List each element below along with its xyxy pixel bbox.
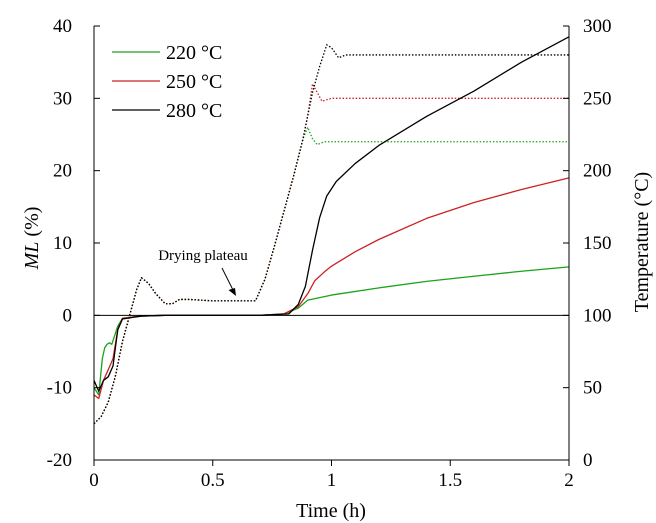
- y-left-tick-label: 10: [53, 233, 72, 254]
- legend-label: 250 °C: [166, 71, 222, 93]
- y-axis-right-title: Temperature (°C): [631, 172, 653, 312]
- ticks: 0 0.5 1 1.5 2 -20 -10 0 10 20 30 40 0 50 100 150 200 250 3…: [47, 16, 612, 491]
- y-left-tick-label: -20: [47, 450, 72, 471]
- annotation-arrow: [221, 267, 235, 293]
- y-right-tick-label: 200: [583, 161, 612, 182]
- annotation-text: Drying plateau: [158, 248, 248, 264]
- x-tick-label: 1: [327, 470, 337, 491]
- y-right-tick-label: 50: [583, 378, 602, 399]
- temperature-line-3: [93, 126, 569, 425]
- x-axis-title: Time (h): [296, 500, 366, 522]
- x-tick-label: 1.5: [438, 470, 462, 491]
- y-axis-left-title: ML (%): [21, 207, 43, 271]
- y-right-tick-label: 250: [583, 88, 612, 109]
- y-axis-left-title-italic: ML: [21, 242, 43, 271]
- y-right-tick-label: 150: [583, 233, 612, 254]
- legend-label: 280 °C: [166, 100, 222, 122]
- ml-line-2: [93, 36, 570, 392]
- y-left-tick-label: -10: [47, 378, 72, 399]
- y-right-tick-label: 300: [583, 16, 612, 37]
- ml-line-1: [93, 177, 570, 400]
- y-axis-left-title-unit: (%): [21, 207, 43, 242]
- legend-label: 220 °C: [166, 42, 222, 64]
- legend: 220 °C 250 °C 280 °C: [112, 42, 222, 122]
- x-tick-label: 0.5: [201, 470, 225, 491]
- y-right-tick-label: 0: [583, 450, 593, 471]
- y-left-tick-label: 30: [53, 88, 72, 109]
- y-left-tick-label: 20: [53, 161, 72, 182]
- y-left-tick-label: 0: [63, 305, 73, 326]
- ml-line-0: [93, 266, 570, 396]
- plot-lines: [93, 36, 570, 425]
- x-tick-label: 2: [564, 470, 574, 491]
- x-tick-label: 0: [89, 470, 99, 491]
- annotation-arrowhead: [228, 288, 236, 296]
- y-right-tick-label: 100: [583, 305, 612, 326]
- annotation: Drying plateau: [158, 248, 248, 296]
- y-left-tick-label: 40: [53, 16, 72, 37]
